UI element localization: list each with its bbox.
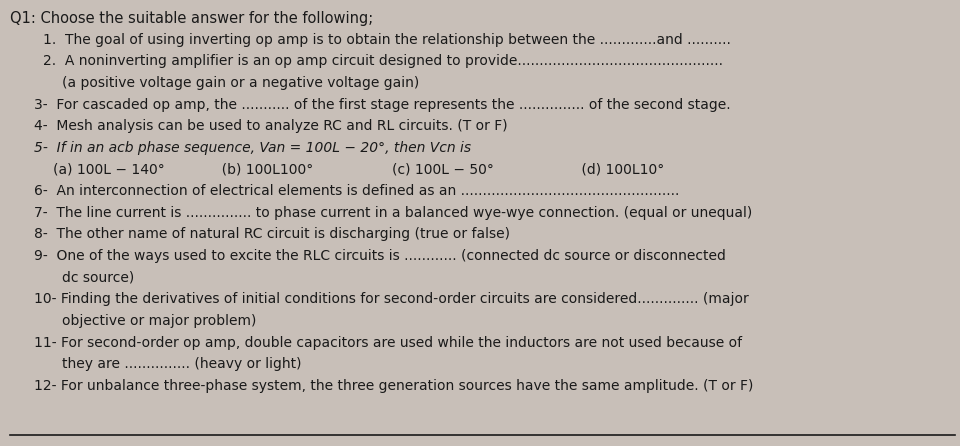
Text: (a) 100L − 140°             (b) 100L100°                  (c) 100L − 50°        : (a) 100L − 140° (b) 100L100° (c) 100L − …: [53, 162, 664, 177]
Text: objective or major problem): objective or major problem): [62, 314, 256, 328]
Text: 1.  The goal of using inverting op amp is to obtain the relationship between the: 1. The goal of using inverting op amp is…: [43, 33, 732, 47]
Text: 7-  The line current is ............... to phase current in a balanced wye-wye c: 7- The line current is ............... t…: [34, 206, 752, 220]
Text: 11- For second-order op amp, double capacitors are used while the inductors are : 11- For second-order op amp, double capa…: [34, 335, 742, 350]
Text: 10- Finding the derivatives of initial conditions for second-order circuits are : 10- Finding the derivatives of initial c…: [34, 293, 749, 306]
Text: Q1: Choose the suitable answer for the following;: Q1: Choose the suitable answer for the f…: [10, 11, 372, 26]
Text: dc source): dc source): [62, 271, 134, 285]
Text: 2.  A noninverting amplifier is an op amp circuit designed to provide...........: 2. A noninverting amplifier is an op amp…: [43, 54, 723, 68]
Text: 8-  The other name of natural RC circuit is discharging (true or false): 8- The other name of natural RC circuit …: [34, 227, 510, 241]
Text: (a positive voltage gain or a negative voltage gain): (a positive voltage gain or a negative v…: [62, 76, 420, 90]
Text: 4-  Mesh analysis can be used to analyze RC and RL circuits. (T or F): 4- Mesh analysis can be used to analyze …: [34, 120, 507, 133]
Text: 5-  If in an acb phase sequence, Van = 100L − 20°, then Vcn is: 5- If in an acb phase sequence, Van = 10…: [34, 141, 470, 155]
Text: they are ............... (heavy or light): they are ............... (heavy or light…: [62, 357, 301, 371]
Text: 3-  For cascaded op amp, the ........... of the first stage represents the .....: 3- For cascaded op amp, the ........... …: [34, 98, 731, 112]
Text: 6-  An interconnection of electrical elements is defined as an .................: 6- An interconnection of electrical elem…: [34, 184, 679, 198]
Text: 9-  One of the ways used to excite the RLC circuits is ............ (connected d: 9- One of the ways used to excite the RL…: [34, 249, 726, 263]
Text: 12- For unbalance three-phase system, the three generation sources have the same: 12- For unbalance three-phase system, th…: [34, 379, 753, 393]
